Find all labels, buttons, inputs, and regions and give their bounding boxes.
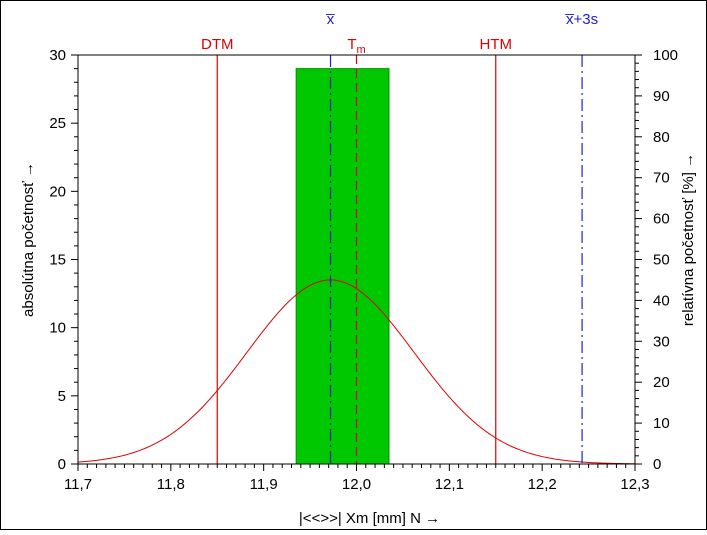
y-left-tick-label: 15 [49, 252, 66, 269]
y-left-axis-title: absolútna početnosť → [20, 162, 37, 317]
reference-line-label: x̅ [325, 11, 335, 28]
x-tick-label: 11,8 [157, 476, 185, 493]
reference-line-label: Tm [347, 36, 365, 56]
x-tick-label: 12,1 [435, 476, 464, 493]
reference-line-label: x̅+3s [565, 11, 598, 28]
y-right-tick-label: 60 [653, 211, 670, 228]
y-right-tick-label: 10 [653, 415, 670, 432]
y-left-tick-label: 25 [49, 115, 66, 132]
y-right-tick-label: 50 [653, 252, 670, 269]
reference-line-label-text: HTM [480, 36, 513, 53]
y-right-tick-label: 20 [653, 374, 670, 391]
reference-line-label: HTM [480, 36, 513, 53]
y-right-tick-label: 100 [653, 47, 678, 64]
reference-line-label-sub: m [357, 44, 366, 56]
y-left-tick-label: 20 [49, 183, 66, 200]
y-right-axis-title: relatívna početnosť [%] → [680, 153, 697, 326]
x-tick-label: 12,2 [528, 476, 557, 493]
y-right-tick-label: 30 [653, 333, 670, 350]
x-tick-label: 11,7 [64, 476, 92, 493]
reference-line-label-text: T [347, 36, 356, 53]
y-left-tick-label: 30 [49, 47, 66, 64]
y-left-tick-label: 10 [49, 320, 66, 337]
x-tick-label: 11,9 [250, 476, 278, 493]
y-right-tick-label: 0 [653, 456, 661, 473]
x-tick-label: 12,3 [620, 476, 649, 493]
y-left-tick-label: 5 [58, 388, 66, 405]
y-right-tick-label: 70 [653, 170, 670, 187]
reference-line-label: DTM [201, 36, 234, 53]
reference-line-label-text: DTM [201, 36, 234, 53]
x-tick-label: 12,0 [342, 476, 371, 493]
x-axis-title: |<<>>| Xm [mm] N → [299, 510, 440, 527]
reference-line-label-text: x̅ [325, 11, 335, 28]
histogram-bar [295, 68, 390, 465]
normal-curve [77, 279, 636, 465]
y-right-tick-label: 80 [653, 129, 670, 146]
y-left-tick-label: 0 [58, 456, 66, 473]
reference-line-label-text: x̅+3s [565, 11, 598, 28]
y-right-tick-label: 40 [653, 292, 670, 309]
y-right-tick-label: 90 [653, 88, 670, 105]
